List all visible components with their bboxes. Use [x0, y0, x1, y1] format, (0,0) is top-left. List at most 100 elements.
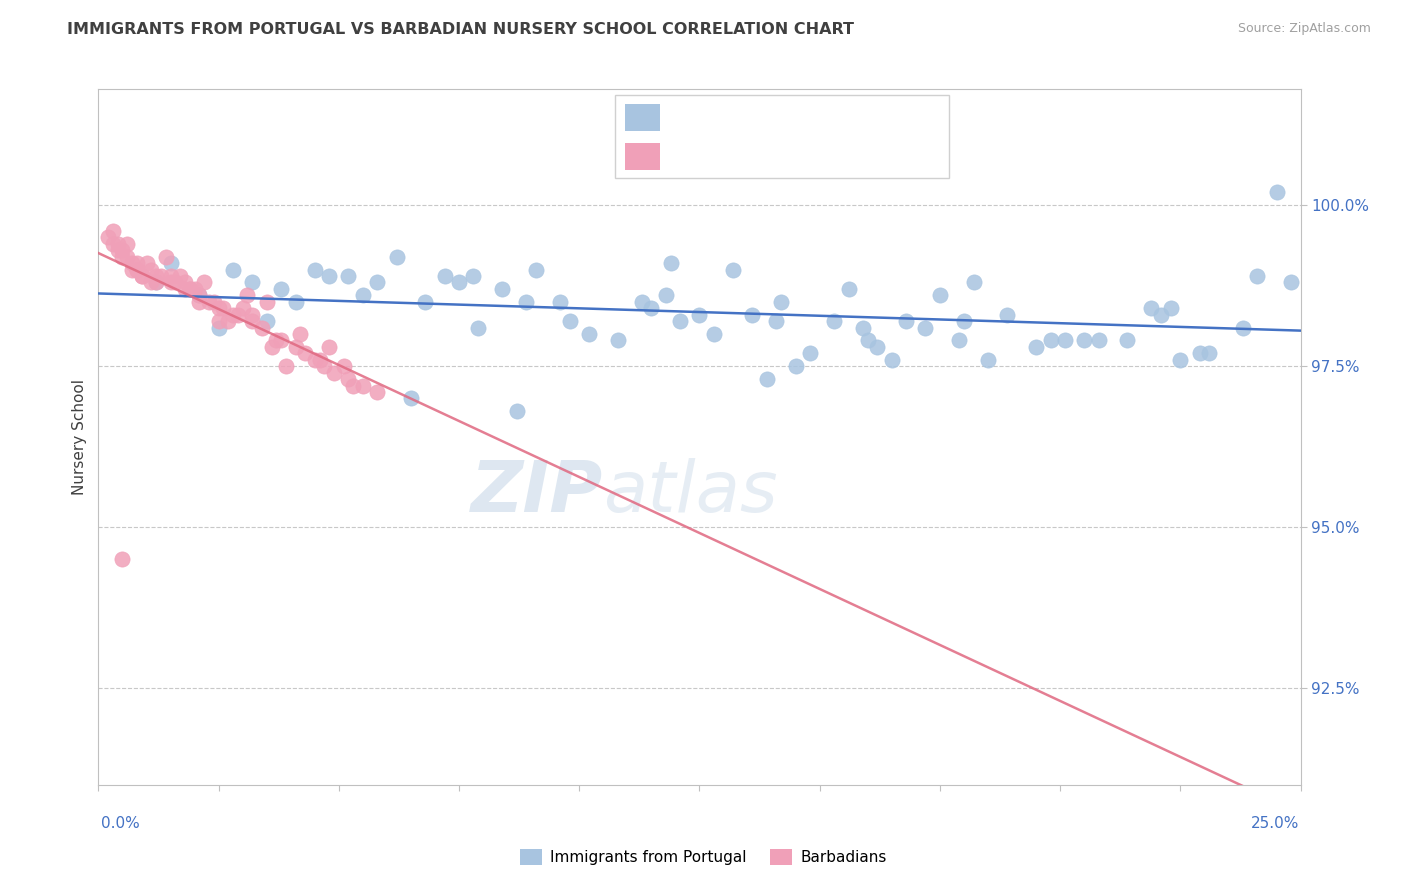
Point [1170, 352, 1192, 367]
Point [630, 294, 652, 309]
Point [222, 262, 245, 277]
Point [274, 359, 297, 374]
Point [125, 262, 148, 277]
Point [208, 314, 231, 328]
Point [159, 256, 181, 270]
Point [294, 346, 316, 360]
Point [866, 340, 889, 354]
Point [165, 276, 187, 290]
Text: IMMIGRANTS FROM PORTUGAL VS BARBADIAN NURSERY SCHOOL CORRELATION CHART: IMMIGRANTS FROM PORTUGAL VS BARBADIAN NU… [67, 22, 855, 37]
Point [141, 262, 163, 277]
Point [159, 268, 181, 283]
Point [415, 294, 437, 309]
Point [266, 334, 288, 348]
Point [1232, 320, 1254, 334]
Point [240, 276, 263, 290]
Point [1053, 334, 1076, 348]
Point [208, 301, 231, 316]
Point [155, 250, 177, 264]
Point [655, 288, 678, 302]
Point [1116, 334, 1139, 348]
Point [896, 314, 918, 328]
Point [202, 294, 225, 309]
Point [962, 276, 984, 290]
FancyBboxPatch shape [614, 95, 949, 178]
Point [366, 384, 388, 399]
Point [1279, 276, 1302, 290]
Point [880, 352, 903, 367]
Point [1150, 308, 1173, 322]
Point [515, 294, 537, 309]
Point [977, 352, 1000, 367]
Point [256, 314, 278, 328]
Point [236, 288, 259, 302]
Text: 25.0%: 25.0% [1251, 816, 1299, 831]
Point [659, 256, 682, 270]
Point [337, 372, 360, 386]
Point [948, 334, 970, 348]
Bar [626, 103, 659, 131]
Point [721, 262, 744, 277]
Text: R = 0.337   N = 67: R = 0.337 N = 67 [673, 149, 818, 164]
Point [741, 308, 763, 322]
Point [217, 314, 239, 328]
Point [208, 320, 231, 334]
Point [111, 244, 134, 258]
Point [856, 334, 879, 348]
Point [226, 308, 249, 322]
Point [111, 552, 134, 566]
Point [799, 346, 821, 360]
Point [640, 301, 662, 316]
Point [270, 334, 292, 348]
Point [121, 256, 143, 270]
Point [240, 308, 263, 322]
Y-axis label: Nursery School: Nursery School [72, 379, 87, 495]
Point [506, 404, 529, 418]
Point [145, 276, 167, 290]
Point [1188, 346, 1211, 360]
Point [318, 268, 340, 283]
Text: ZIP: ZIP [471, 458, 603, 527]
Point [1025, 340, 1047, 354]
Text: R = 0.077   N = 73: R = 0.077 N = 73 [673, 110, 818, 125]
Point [304, 352, 326, 367]
Point [149, 268, 172, 283]
Point [914, 320, 936, 334]
Point [111, 250, 134, 264]
Text: 0.0%: 0.0% [101, 816, 141, 831]
Point [174, 282, 197, 296]
Point [1265, 186, 1288, 200]
Text: atlas: atlas [603, 458, 778, 527]
Point [250, 320, 273, 334]
Point [852, 320, 875, 334]
Point [174, 276, 197, 290]
Point [169, 268, 191, 283]
Point [703, 326, 725, 341]
Point [606, 334, 628, 348]
Legend: Immigrants from Portugal, Barbadians: Immigrants from Portugal, Barbadians [513, 843, 893, 871]
Point [232, 301, 254, 316]
Point [342, 378, 364, 392]
Point [131, 268, 153, 283]
Point [785, 359, 807, 374]
Point [135, 256, 157, 270]
Point [385, 250, 408, 264]
Point [688, 308, 710, 322]
Text: Source: ZipAtlas.com: Source: ZipAtlas.com [1237, 22, 1371, 36]
Point [1246, 268, 1268, 283]
Point [558, 314, 581, 328]
Point [270, 282, 292, 296]
Point [183, 282, 205, 296]
Point [117, 236, 139, 251]
Point [433, 268, 456, 283]
Point [314, 359, 336, 374]
Point [838, 282, 860, 296]
Point [290, 326, 312, 341]
Point [145, 276, 167, 290]
Point [366, 276, 388, 290]
Point [304, 262, 326, 277]
Point [823, 314, 845, 328]
Bar [626, 143, 659, 169]
Point [256, 294, 278, 309]
Point [1198, 346, 1220, 360]
